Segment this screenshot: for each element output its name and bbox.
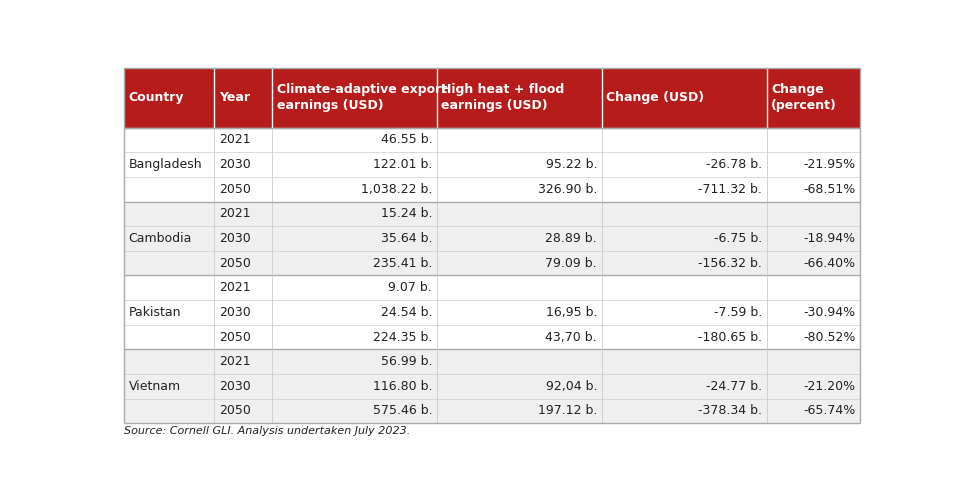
Text: 2021: 2021 bbox=[219, 208, 251, 221]
Text: Cambodia: Cambodia bbox=[129, 232, 192, 245]
Text: -66.40%: -66.40% bbox=[804, 256, 855, 269]
Text: -378.34 b.: -378.34 b. bbox=[698, 405, 762, 418]
Text: 15.24 b.: 15.24 b. bbox=[380, 208, 432, 221]
Text: 9.07 b.: 9.07 b. bbox=[389, 281, 432, 294]
Text: -711.32 b.: -711.32 b. bbox=[698, 183, 762, 196]
Text: 197.12 b.: 197.12 b. bbox=[538, 405, 597, 418]
Text: 2030: 2030 bbox=[219, 158, 251, 171]
Text: 2050: 2050 bbox=[219, 330, 251, 344]
Bar bbox=[124, 152, 860, 177]
Text: 2050: 2050 bbox=[219, 256, 251, 269]
Text: -6.75 b.: -6.75 b. bbox=[713, 232, 762, 245]
Text: 2021: 2021 bbox=[219, 133, 251, 147]
Text: 56.99 b.: 56.99 b. bbox=[380, 355, 432, 368]
Text: Pakistan: Pakistan bbox=[129, 306, 181, 319]
Text: -68.51%: -68.51% bbox=[804, 183, 855, 196]
Text: -7.59 b.: -7.59 b. bbox=[713, 306, 762, 319]
Text: 43,70 b.: 43,70 b. bbox=[545, 330, 597, 344]
Bar bbox=[124, 226, 860, 251]
Text: 575.46 b.: 575.46 b. bbox=[372, 405, 432, 418]
Text: 28.89 b.: 28.89 b. bbox=[545, 232, 597, 245]
Text: -80.52%: -80.52% bbox=[804, 330, 855, 344]
Text: -21.20%: -21.20% bbox=[804, 380, 855, 393]
Text: -26.78 b.: -26.78 b. bbox=[706, 158, 762, 171]
Text: 235.41 b.: 235.41 b. bbox=[372, 256, 432, 269]
Text: 2050: 2050 bbox=[219, 405, 251, 418]
Text: 2030: 2030 bbox=[219, 380, 251, 393]
Text: 2021: 2021 bbox=[219, 281, 251, 294]
Text: -65.74%: -65.74% bbox=[804, 405, 855, 418]
Text: 224.35 b.: 224.35 b. bbox=[372, 330, 432, 344]
Text: -180.65 b.: -180.65 b. bbox=[698, 330, 762, 344]
Text: -156.32 b.: -156.32 b. bbox=[698, 256, 762, 269]
Text: 2030: 2030 bbox=[219, 306, 251, 319]
Text: Change
(percent): Change (percent) bbox=[771, 83, 837, 112]
Text: 116.80 b.: 116.80 b. bbox=[372, 380, 432, 393]
Text: Climate-adaptive export
earnings (USD): Climate-adaptive export earnings (USD) bbox=[276, 83, 446, 112]
Text: 92,04 b.: 92,04 b. bbox=[545, 380, 597, 393]
Bar bbox=[124, 251, 860, 275]
Text: Country: Country bbox=[129, 91, 184, 104]
Bar bbox=[124, 128, 860, 152]
Bar bbox=[124, 202, 860, 226]
Bar bbox=[437, 67, 602, 128]
Text: 35.64 b.: 35.64 b. bbox=[380, 232, 432, 245]
Bar bbox=[602, 67, 766, 128]
Bar bbox=[124, 349, 860, 374]
Bar bbox=[124, 374, 860, 399]
Text: High heat + flood
earnings (USD): High heat + flood earnings (USD) bbox=[442, 83, 564, 112]
Bar bbox=[124, 300, 860, 325]
Text: 326.90 b.: 326.90 b. bbox=[538, 183, 597, 196]
Text: 79.09 b.: 79.09 b. bbox=[545, 256, 597, 269]
Bar bbox=[124, 67, 214, 128]
Bar bbox=[124, 399, 860, 423]
Text: 46.55 b.: 46.55 b. bbox=[380, 133, 432, 147]
Bar bbox=[766, 67, 860, 128]
Bar bbox=[124, 177, 860, 202]
Text: 24.54 b.: 24.54 b. bbox=[380, 306, 432, 319]
Text: 2030: 2030 bbox=[219, 232, 251, 245]
Bar bbox=[124, 325, 860, 349]
Text: Vietnam: Vietnam bbox=[129, 380, 180, 393]
Text: 122.01 b.: 122.01 b. bbox=[372, 158, 432, 171]
Text: -21.95%: -21.95% bbox=[804, 158, 855, 171]
Text: -18.94%: -18.94% bbox=[804, 232, 855, 245]
Text: -30.94%: -30.94% bbox=[804, 306, 855, 319]
Text: 2050: 2050 bbox=[219, 183, 251, 196]
Text: Year: Year bbox=[219, 91, 250, 104]
Text: 2021: 2021 bbox=[219, 355, 251, 368]
Text: Source: Cornell GLI. Analysis undertaken July 2023.: Source: Cornell GLI. Analysis undertaken… bbox=[124, 427, 410, 437]
Text: Bangladesh: Bangladesh bbox=[129, 158, 203, 171]
Text: 95.22 b.: 95.22 b. bbox=[545, 158, 597, 171]
Bar bbox=[272, 67, 437, 128]
Text: Change (USD): Change (USD) bbox=[607, 91, 705, 104]
Text: 16,95 b.: 16,95 b. bbox=[545, 306, 597, 319]
Text: 1,038.22 b.: 1,038.22 b. bbox=[361, 183, 432, 196]
Bar bbox=[124, 275, 860, 300]
Bar bbox=[214, 67, 272, 128]
Text: -24.77 b.: -24.77 b. bbox=[706, 380, 762, 393]
